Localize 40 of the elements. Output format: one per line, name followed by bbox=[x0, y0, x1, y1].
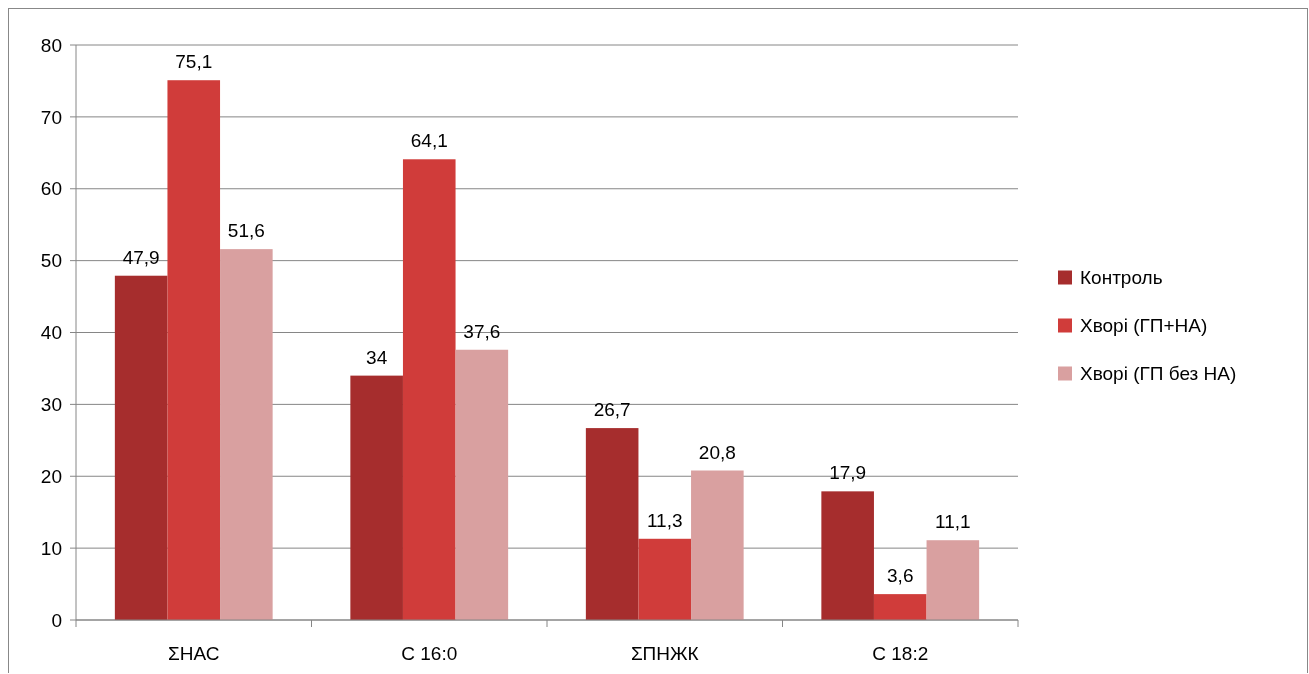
bar bbox=[167, 80, 221, 620]
bar bbox=[220, 249, 273, 620]
bar bbox=[873, 594, 927, 620]
y-tick-label: 30 bbox=[40, 394, 62, 416]
data-label: 37,6 bbox=[463, 320, 501, 342]
data-label: 34 bbox=[366, 346, 388, 368]
bar bbox=[350, 375, 403, 620]
data-label: 51,6 bbox=[227, 220, 265, 242]
data-label: 64,1 bbox=[410, 130, 448, 152]
y-tick-label: 80 bbox=[40, 34, 62, 56]
data-label: 26,7 bbox=[593, 399, 631, 421]
data-label: 17,9 bbox=[829, 462, 867, 484]
y-tick-label: 20 bbox=[40, 465, 62, 487]
y-tick-label: 0 bbox=[51, 609, 62, 631]
y-tick-label: 70 bbox=[40, 106, 62, 128]
bar bbox=[585, 428, 639, 620]
x-tick-label: ΣНАС bbox=[168, 643, 220, 664]
bar bbox=[638, 538, 692, 620]
data-label: 3,6 bbox=[887, 565, 914, 587]
y-tick-label: 10 bbox=[40, 537, 62, 559]
x-tick-label: С 18:2 bbox=[872, 643, 929, 664]
bar bbox=[926, 540, 980, 620]
bar bbox=[402, 159, 456, 620]
legend-label: Контроль bbox=[1080, 267, 1163, 289]
legend-label: Хворі (ГП без НА) bbox=[1080, 363, 1237, 385]
data-label: 20,8 bbox=[698, 441, 736, 463]
data-label: 11,1 bbox=[935, 511, 971, 533]
data-label: 75,1 bbox=[175, 51, 213, 73]
data-label: 11,3 bbox=[646, 509, 683, 531]
x-tick-label: ΣПНЖК bbox=[630, 643, 699, 664]
y-tick-label: 50 bbox=[40, 250, 62, 272]
bar bbox=[691, 470, 744, 620]
x-tick-label: С 16:0 bbox=[401, 643, 458, 664]
y-tick-label: 60 bbox=[40, 178, 62, 200]
y-tick-label: 40 bbox=[40, 322, 62, 344]
bar bbox=[821, 491, 874, 620]
bar bbox=[114, 275, 168, 620]
data-label: 47,9 bbox=[122, 246, 160, 268]
legend-label: Хворі (ГП+НА) bbox=[1080, 315, 1208, 337]
bar bbox=[455, 349, 509, 620]
